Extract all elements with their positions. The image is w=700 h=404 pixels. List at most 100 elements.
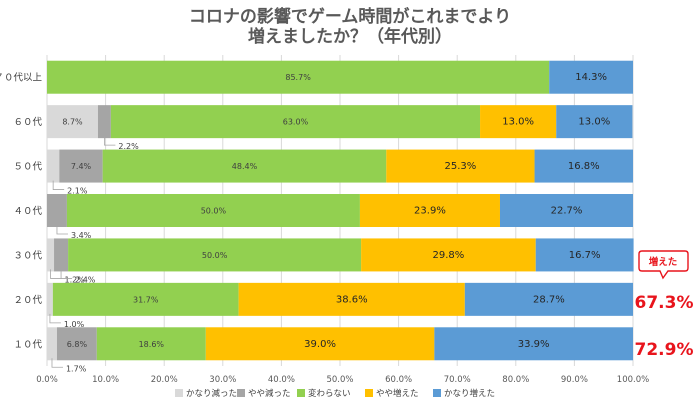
bar-segment: [434, 327, 633, 361]
value-label: 33.9%: [518, 339, 550, 350]
category-label: ２０代: [13, 295, 42, 306]
bar-segment: [464, 282, 633, 316]
value-label: 1.2%: [65, 275, 86, 284]
category-label: ５０代: [13, 162, 42, 173]
value-label: 23.9%: [414, 206, 446, 217]
bar-segment: [359, 194, 500, 227]
bar-segment: [535, 238, 634, 272]
value-label: 14.3%: [575, 72, 607, 83]
bar-segment: [47, 282, 53, 316]
value-label: 50.0%: [202, 251, 228, 260]
value-label: 3.4%: [71, 231, 92, 240]
bar-segment: [59, 149, 103, 183]
increase-total-10s: 72.9%: [635, 340, 694, 360]
label-leader-line: [56, 225, 68, 235]
label-leader-line: [104, 136, 116, 146]
legend: かなり減った やや減った 変わらない やや増えた かなり増えた: [175, 388, 495, 399]
bar-segment: [47, 327, 57, 361]
legend-label: かなり減った: [186, 388, 237, 399]
legend-label: かなり増えた: [444, 388, 495, 399]
x-tick-label: 60.0%: [385, 375, 412, 385]
value-label: 50.0%: [201, 207, 227, 216]
bar-segment: [238, 282, 465, 316]
value-label: 1.0%: [64, 320, 85, 329]
value-label: 8.7%: [62, 118, 83, 127]
value-label: 1.7%: [66, 364, 87, 373]
category-label: ３０代: [13, 250, 42, 261]
legend-label: やや減った: [248, 388, 291, 399]
bar-segment: [47, 149, 60, 183]
bar-segment: [47, 194, 67, 227]
value-label: 2.2%: [118, 142, 139, 151]
value-label: 63.0%: [283, 118, 309, 127]
value-label: 25.3%: [445, 161, 477, 172]
label-leader-line: [52, 180, 65, 190]
value-label: 48.4%: [232, 162, 258, 171]
x-tick-label: 50.0%: [326, 375, 353, 385]
increase-total-20s: 67.3%: [635, 293, 694, 313]
legend-swatch: [175, 389, 183, 397]
x-tick-label: 100.0%: [617, 375, 649, 385]
category-label: ６０代: [13, 117, 42, 128]
bar-segment: [480, 105, 557, 139]
value-label: 7.4%: [71, 162, 92, 171]
value-label: 18.6%: [139, 340, 165, 349]
bar-segment: [68, 238, 362, 272]
legend-label: 変わらない: [308, 388, 351, 399]
bar-segment: [47, 60, 550, 94]
value-label: 39.0%: [304, 339, 336, 350]
category-labels: ７０代以上 ６０代 ５０代 ４０代 ３０代 ２０代 １０代: [0, 73, 42, 351]
bar-segment: [386, 149, 535, 183]
value-label: 28.7%: [533, 294, 565, 305]
bar-segment: [534, 149, 633, 183]
value-label: 31.7%: [133, 295, 159, 304]
value-label: 16.7%: [569, 250, 601, 261]
x-tick-label: 30.0%: [209, 375, 236, 385]
bar-segment: [97, 105, 111, 139]
value-labels: 85.7% 14.3% 8.7% 2.2% 63.0% 13.0% 13.0% 2.1% 7.4…: [49, 72, 610, 373]
bar-segment: [47, 105, 98, 139]
chart-title-line-1: コロナの影響でゲーム時間がこれまでより: [189, 6, 511, 27]
callout-text: 増えた: [649, 256, 678, 268]
value-label: 29.8%: [433, 250, 465, 261]
value-label: 85.7%: [285, 73, 311, 82]
increase-callout: 増えた: [638, 250, 689, 280]
value-label: 38.6%: [336, 294, 368, 305]
value-label: 22.7%: [551, 206, 583, 217]
bar-segment: [52, 282, 239, 316]
x-tick-label: 70.0%: [444, 375, 471, 385]
x-tick-label: 20.0%: [151, 375, 178, 385]
bar-segment: [556, 105, 633, 139]
category-label: １０代: [13, 339, 42, 350]
value-label: 2.4%: [75, 275, 96, 284]
legend-label: やや増えた: [376, 388, 419, 399]
callout-box: [638, 250, 689, 280]
value-label: 16.8%: [568, 161, 600, 172]
bar-segment: [499, 194, 633, 227]
x-tick-label: 0.0%: [36, 375, 58, 385]
bar-segment: [110, 105, 481, 139]
label-leader-line: [50, 269, 62, 279]
x-tick-labels: 0.0% 10.0% 20.0% 30.0% 40.0% 50.0% 60.0% 70.0% 8…: [36, 375, 649, 385]
bars: [47, 60, 634, 361]
legend-swatch: [237, 389, 245, 397]
label-leader-line: [49, 313, 61, 324]
x-tick-label: 90.0%: [561, 375, 588, 385]
legend-swatch: [297, 389, 305, 397]
label-leader-line: [51, 358, 63, 368]
value-label: 2.1%: [67, 187, 88, 196]
bar-segment: [54, 238, 69, 272]
legend-swatch: [365, 389, 373, 397]
bar-segment: [96, 327, 206, 361]
bar-segment: [66, 194, 360, 227]
x-tick-label: 80.0%: [502, 375, 529, 385]
value-label: 13.0%: [578, 117, 610, 128]
bar-segment: [549, 60, 633, 94]
category-label: ４０代: [13, 206, 42, 217]
bar-segment: [361, 238, 536, 272]
label-leader-line: [60, 269, 73, 279]
bar-segment: [56, 327, 97, 361]
x-tick-label: 40.0%: [268, 375, 295, 385]
x-tick-label: 10.0%: [92, 375, 119, 385]
